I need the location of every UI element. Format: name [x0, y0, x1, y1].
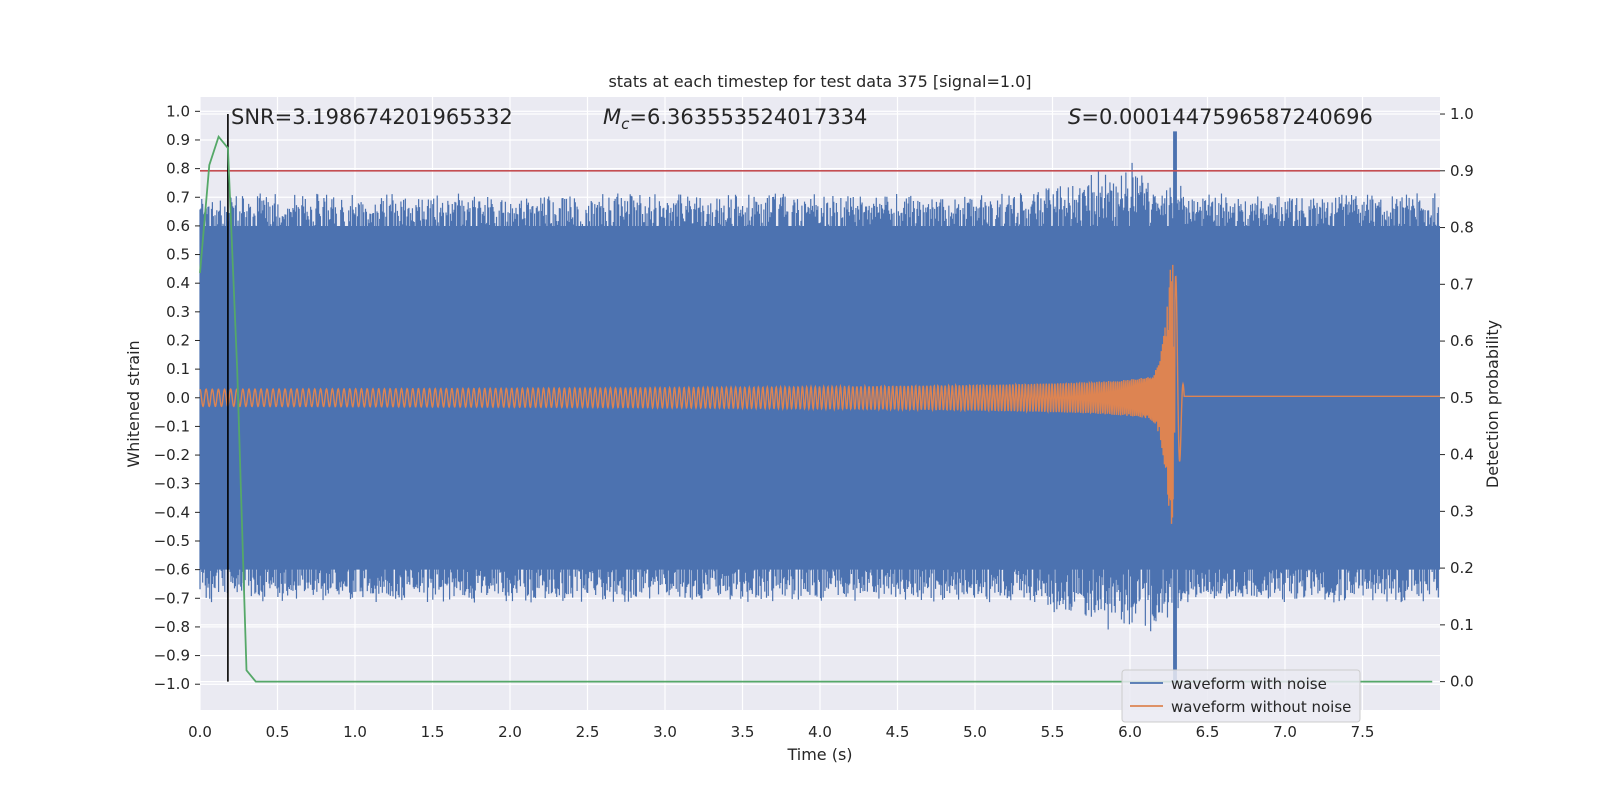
statistic-annotation: S=0.0001447596587240696 — [1068, 105, 1373, 129]
x-tick-label: 1.5 — [421, 723, 445, 741]
y-tick-label: −0.8 — [154, 618, 190, 636]
chirp-mass-annotation: Mc=6.363553524017334 — [603, 105, 867, 133]
x-tick-label: 2.5 — [576, 723, 600, 741]
y2-tick-label: 0.2 — [1450, 559, 1474, 577]
x-tick-label: 5.0 — [963, 723, 987, 741]
y-tick-label: 0.1 — [166, 360, 190, 378]
y-tick-label: 0.5 — [166, 246, 190, 264]
detection-probability-line — [199, 134, 1433, 683]
y-tick-label: −0.6 — [154, 561, 190, 579]
y-tick-label: −0.3 — [154, 475, 190, 493]
y2-tick-label: 0.4 — [1450, 446, 1474, 464]
y-tick-label: 0.3 — [166, 303, 190, 321]
x-tick-label: 6.0 — [1118, 723, 1142, 741]
y2-tick-label: 0.6 — [1450, 332, 1474, 350]
x-tick-label: 2.0 — [498, 723, 522, 741]
y-tick-label: −0.5 — [154, 532, 190, 550]
y2-tick-label: 0.0 — [1450, 673, 1474, 691]
x-tick-label: 4.0 — [808, 723, 832, 741]
x-tick-label: 6.5 — [1196, 723, 1220, 741]
x-tick-label: 1.0 — [343, 723, 367, 741]
y-tick-label: −0.4 — [154, 503, 190, 521]
y-tick-label: −1.0 — [154, 675, 190, 693]
y-tick-label: −0.7 — [154, 589, 190, 607]
y-tick-label: 0.6 — [166, 217, 190, 235]
snr-annotation: SNR=3.198674201965332 — [231, 105, 513, 129]
y-tick-label: 0.4 — [166, 274, 190, 292]
y-tick-label: 0.7 — [166, 188, 190, 206]
y2-tick-label: 0.8 — [1450, 219, 1474, 237]
chart-title: stats at each timestep for test data 375… — [608, 72, 1031, 91]
x-tick-label: 5.5 — [1041, 723, 1065, 741]
y-tick-label: 0.0 — [166, 389, 190, 407]
y-axis-label: Whitened strain — [124, 340, 143, 467]
y2-tick-label: 0.1 — [1450, 616, 1474, 634]
y-tick-label: 0.2 — [166, 331, 190, 349]
y2-tick-label: 0.5 — [1450, 389, 1474, 407]
y-tick-label: 0.8 — [166, 160, 190, 178]
y-tick-label: 0.9 — [166, 131, 190, 149]
x-tick-label: 3.5 — [731, 723, 755, 741]
y-tick-label: −0.9 — [154, 647, 190, 665]
y2-tick-label: 0.9 — [1450, 162, 1474, 180]
y-tick-label: 1.0 — [166, 102, 190, 120]
series-waveform-without-noise — [199, 264, 1440, 524]
x-tick-label: 7.5 — [1351, 723, 1375, 741]
y2-tick-label: 1.0 — [1450, 105, 1474, 123]
x-tick-label: 0.5 — [266, 723, 290, 741]
legend-label-with-noise: waveform with noise — [1171, 675, 1327, 693]
y2-tick-label: 0.7 — [1450, 275, 1474, 293]
x-tick-label: 3.0 — [653, 723, 677, 741]
x-tick-label: 4.5 — [886, 723, 910, 741]
tick-labels: 0.0 0.5 1.0 1.5 2.0 2.5 3.0 3.5 4.0 4.5 5.0 5.5 6.0 6… — [154, 102, 1474, 741]
x-axis-label: Time (s) — [786, 745, 852, 764]
y2-tick-label: 0.3 — [1450, 502, 1474, 520]
legend-box — [1121, 669, 1361, 723]
overlay-lines — [199, 114, 1440, 683]
y2-axis-label: Detection probability — [1483, 320, 1502, 488]
y-tick-label: −0.1 — [154, 417, 190, 435]
legend: waveform with noise waveform without noi… — [1121, 669, 1361, 723]
y-tick-label: −0.2 — [154, 446, 190, 464]
x-tick-label: 0.0 — [188, 723, 212, 741]
x-tick-label: 7.0 — [1273, 723, 1297, 741]
clean-waveform-trace — [199, 264, 1440, 524]
legend-label-without-noise: waveform without noise — [1171, 698, 1351, 716]
